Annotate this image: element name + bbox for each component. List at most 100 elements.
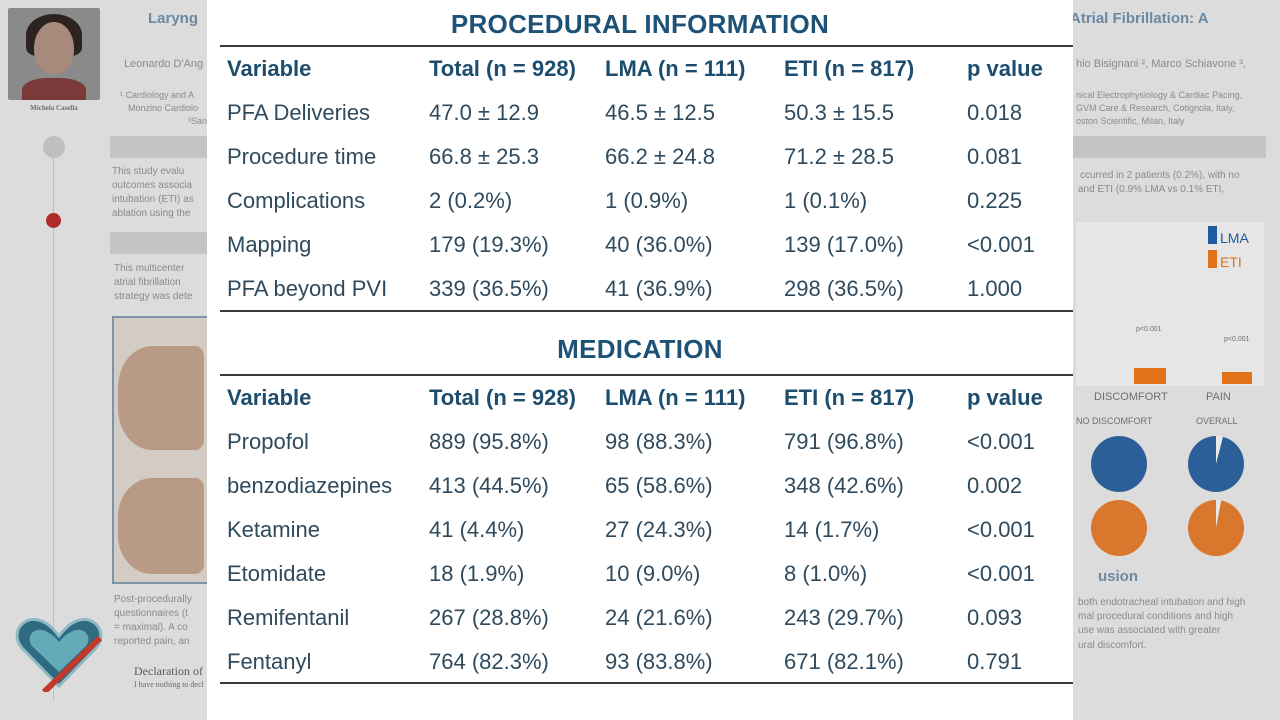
row-lma: 41 (36.9%): [605, 276, 713, 301]
legend-label-eti: ETI: [1220, 254, 1242, 270]
pie-label-no-discomfort: NO DISCOMFORT: [1076, 416, 1153, 426]
intro-line-4: ablation using the: [112, 208, 191, 219]
row-variable: Propofol: [227, 429, 309, 454]
affiliation-left-3: ³Sant: [188, 116, 210, 126]
row-eti: 791 (96.8%): [784, 429, 904, 454]
row-eti: 8 (1.0%): [784, 561, 868, 586]
table-row: Propofol 889 (95.8%) 98 (88.3%) 791 (96.…: [227, 426, 1067, 458]
poster-title-left: Laryng: [148, 10, 199, 27]
results-line-2: and ETI (0.9% LMA vs 0.1% ETI,: [1078, 184, 1225, 195]
procedural-title: PROCEDURAL INFORMATION: [450, 9, 830, 39]
heart-logo-icon: [15, 617, 103, 692]
row-variable: Ketamine: [227, 517, 320, 542]
table-row: Mapping 179 (19.3%) 40 (36.0%) 139 (17.0…: [227, 229, 1067, 261]
row-p-value: 0.093: [967, 605, 1023, 630]
row-p-value: 0.002: [967, 473, 1023, 498]
row-p-value: <0.001: [967, 429, 1035, 454]
conclusion-line-3: use was associated with greater: [1078, 625, 1221, 636]
row-total: 47.0 ± 12.9: [429, 100, 539, 125]
legend-label-lma: LMA: [1220, 230, 1249, 246]
row-eti: 14 (1.7%): [784, 517, 880, 542]
authors-left: Leonardo D'Ang: [124, 58, 204, 70]
intro-line-3: intubation (ETI) as: [112, 194, 194, 205]
post-line-3: = maximal). A co: [114, 622, 188, 633]
intro-line-1: This study evalu: [112, 166, 185, 177]
row-total: 2 (0.2%): [429, 188, 513, 213]
row-variable: PFA beyond PVI: [227, 276, 388, 301]
header-total: Total (n = 928): [429, 385, 576, 410]
row-total: 764 (82.3%): [429, 649, 549, 674]
affiliation-right-2: GVM Care & Research, Cotignola, Italy,: [1076, 103, 1235, 113]
conclusion-line-1: both endotracheal intubation and high: [1078, 597, 1246, 608]
header-p-value: p value: [967, 385, 1043, 410]
table-row: benzodiazepines 413 (44.5%) 65 (58.6%) 3…: [227, 470, 1067, 502]
row-total: 41 (4.4%): [429, 517, 525, 542]
authors-right: hio Bisignani ², Marco Schiavone ³,: [1076, 58, 1246, 70]
header-p-value: p value: [967, 56, 1043, 81]
header-lma: LMA (n = 111): [605, 56, 746, 81]
table-row: Fentanyl 764 (82.3%) 93 (83.8%) 671 (82.…: [227, 646, 1067, 678]
row-eti: 348 (42.6%): [784, 473, 904, 498]
row-lma: 27 (24.3%): [605, 517, 713, 542]
table-row: Etomidate 18 (1.9%) 10 (9.0%) 8 (1.0%) <…: [227, 558, 1067, 590]
section-bar-methods: [110, 232, 207, 254]
header-eti: ETI (n = 817): [784, 56, 915, 81]
bar-eti-pain: [1222, 372, 1252, 384]
row-lma: 93 (83.8%): [605, 649, 713, 674]
row-variable: Mapping: [227, 232, 312, 257]
presenter-photo: [8, 8, 100, 100]
row-eti: 71.2 ± 28.5: [784, 144, 894, 169]
table-row: PFA Deliveries 47.0 ± 12.9 46.5 ± 12.5 5…: [227, 97, 1067, 129]
category-label-discomfort: DISCOMFORT: [1094, 391, 1168, 403]
section-bar-results: [1073, 136, 1266, 158]
row-total: 179 (19.3%): [429, 232, 549, 257]
procedural-bottom-rule: [220, 310, 1073, 312]
table-row: Ketamine 41 (4.4%) 27 (24.3%) 14 (1.7%) …: [227, 514, 1067, 546]
row-total: 413 (44.5%): [429, 473, 549, 498]
post-line-4: reported pain, an: [114, 636, 190, 647]
row-eti: 139 (17.0%): [784, 232, 904, 257]
table-row: Remifentanil 267 (28.8%) 24 (21.6%) 243 …: [227, 602, 1067, 634]
row-eti: 50.3 ± 15.5: [784, 100, 894, 125]
declaration-text: I have nothing to decl: [134, 680, 204, 689]
row-p-value: <0.001: [967, 232, 1035, 257]
row-variable: PFA Deliveries: [227, 100, 371, 125]
timeline-line: [53, 140, 54, 700]
row-lma: 46.5 ± 12.5: [605, 100, 715, 125]
row-lma: 98 (88.3%): [605, 429, 713, 454]
row-variable: Etomidate: [227, 561, 327, 586]
results-line-1: ccurred in 2 patients (0.2%), with no: [1080, 170, 1240, 181]
row-variable: Remifentanil: [227, 605, 350, 630]
row-p-value: 1.000: [967, 276, 1023, 301]
row-variable: Procedure time: [227, 144, 377, 169]
row-lma: 40 (36.0%): [605, 232, 713, 257]
methods-line-3: strategy was dete: [114, 291, 193, 302]
row-p-value: <0.001: [967, 517, 1035, 542]
conclusion-line-4: ural discomfort.: [1078, 640, 1147, 651]
affiliation-left-1: ¹ Cardiology and A: [120, 90, 195, 100]
row-p-value: 0.791: [967, 649, 1023, 674]
affiliation-right-3: oston Scientific, Milan, Italy: [1076, 116, 1185, 126]
row-p-value: 0.225: [967, 188, 1023, 213]
header-eti: ETI (n = 817): [784, 385, 915, 410]
row-lma: 1 (0.9%): [605, 188, 689, 213]
section-bar-intro: [110, 136, 207, 158]
medication-top-rule: [220, 374, 1073, 376]
medication-header-row: Variable Total (n = 928) LMA (n = 111) E…: [227, 382, 1067, 414]
header-lma: LMA (n = 111): [605, 385, 746, 410]
row-total: 66.8 ± 25.3: [429, 144, 539, 169]
pie-eti-overall: [1188, 500, 1244, 556]
row-total: 267 (28.8%): [429, 605, 549, 630]
presenter-name: Michela Casella: [30, 104, 78, 112]
p-label-pain: p<0.001: [1224, 336, 1250, 343]
row-total: 18 (1.9%): [429, 561, 525, 586]
timeline-dot-active: [46, 213, 61, 228]
header-variable: Variable: [227, 56, 312, 81]
airway-illustration: [112, 316, 212, 584]
row-lma: 66.2 ± 24.8: [605, 144, 715, 169]
row-lma: 24 (21.6%): [605, 605, 713, 630]
row-p-value: 0.018: [967, 100, 1023, 125]
pie-label-overall: OVERALL: [1196, 416, 1238, 426]
row-eti: 243 (29.7%): [784, 605, 904, 630]
category-label-pain: PAIN: [1206, 391, 1231, 403]
